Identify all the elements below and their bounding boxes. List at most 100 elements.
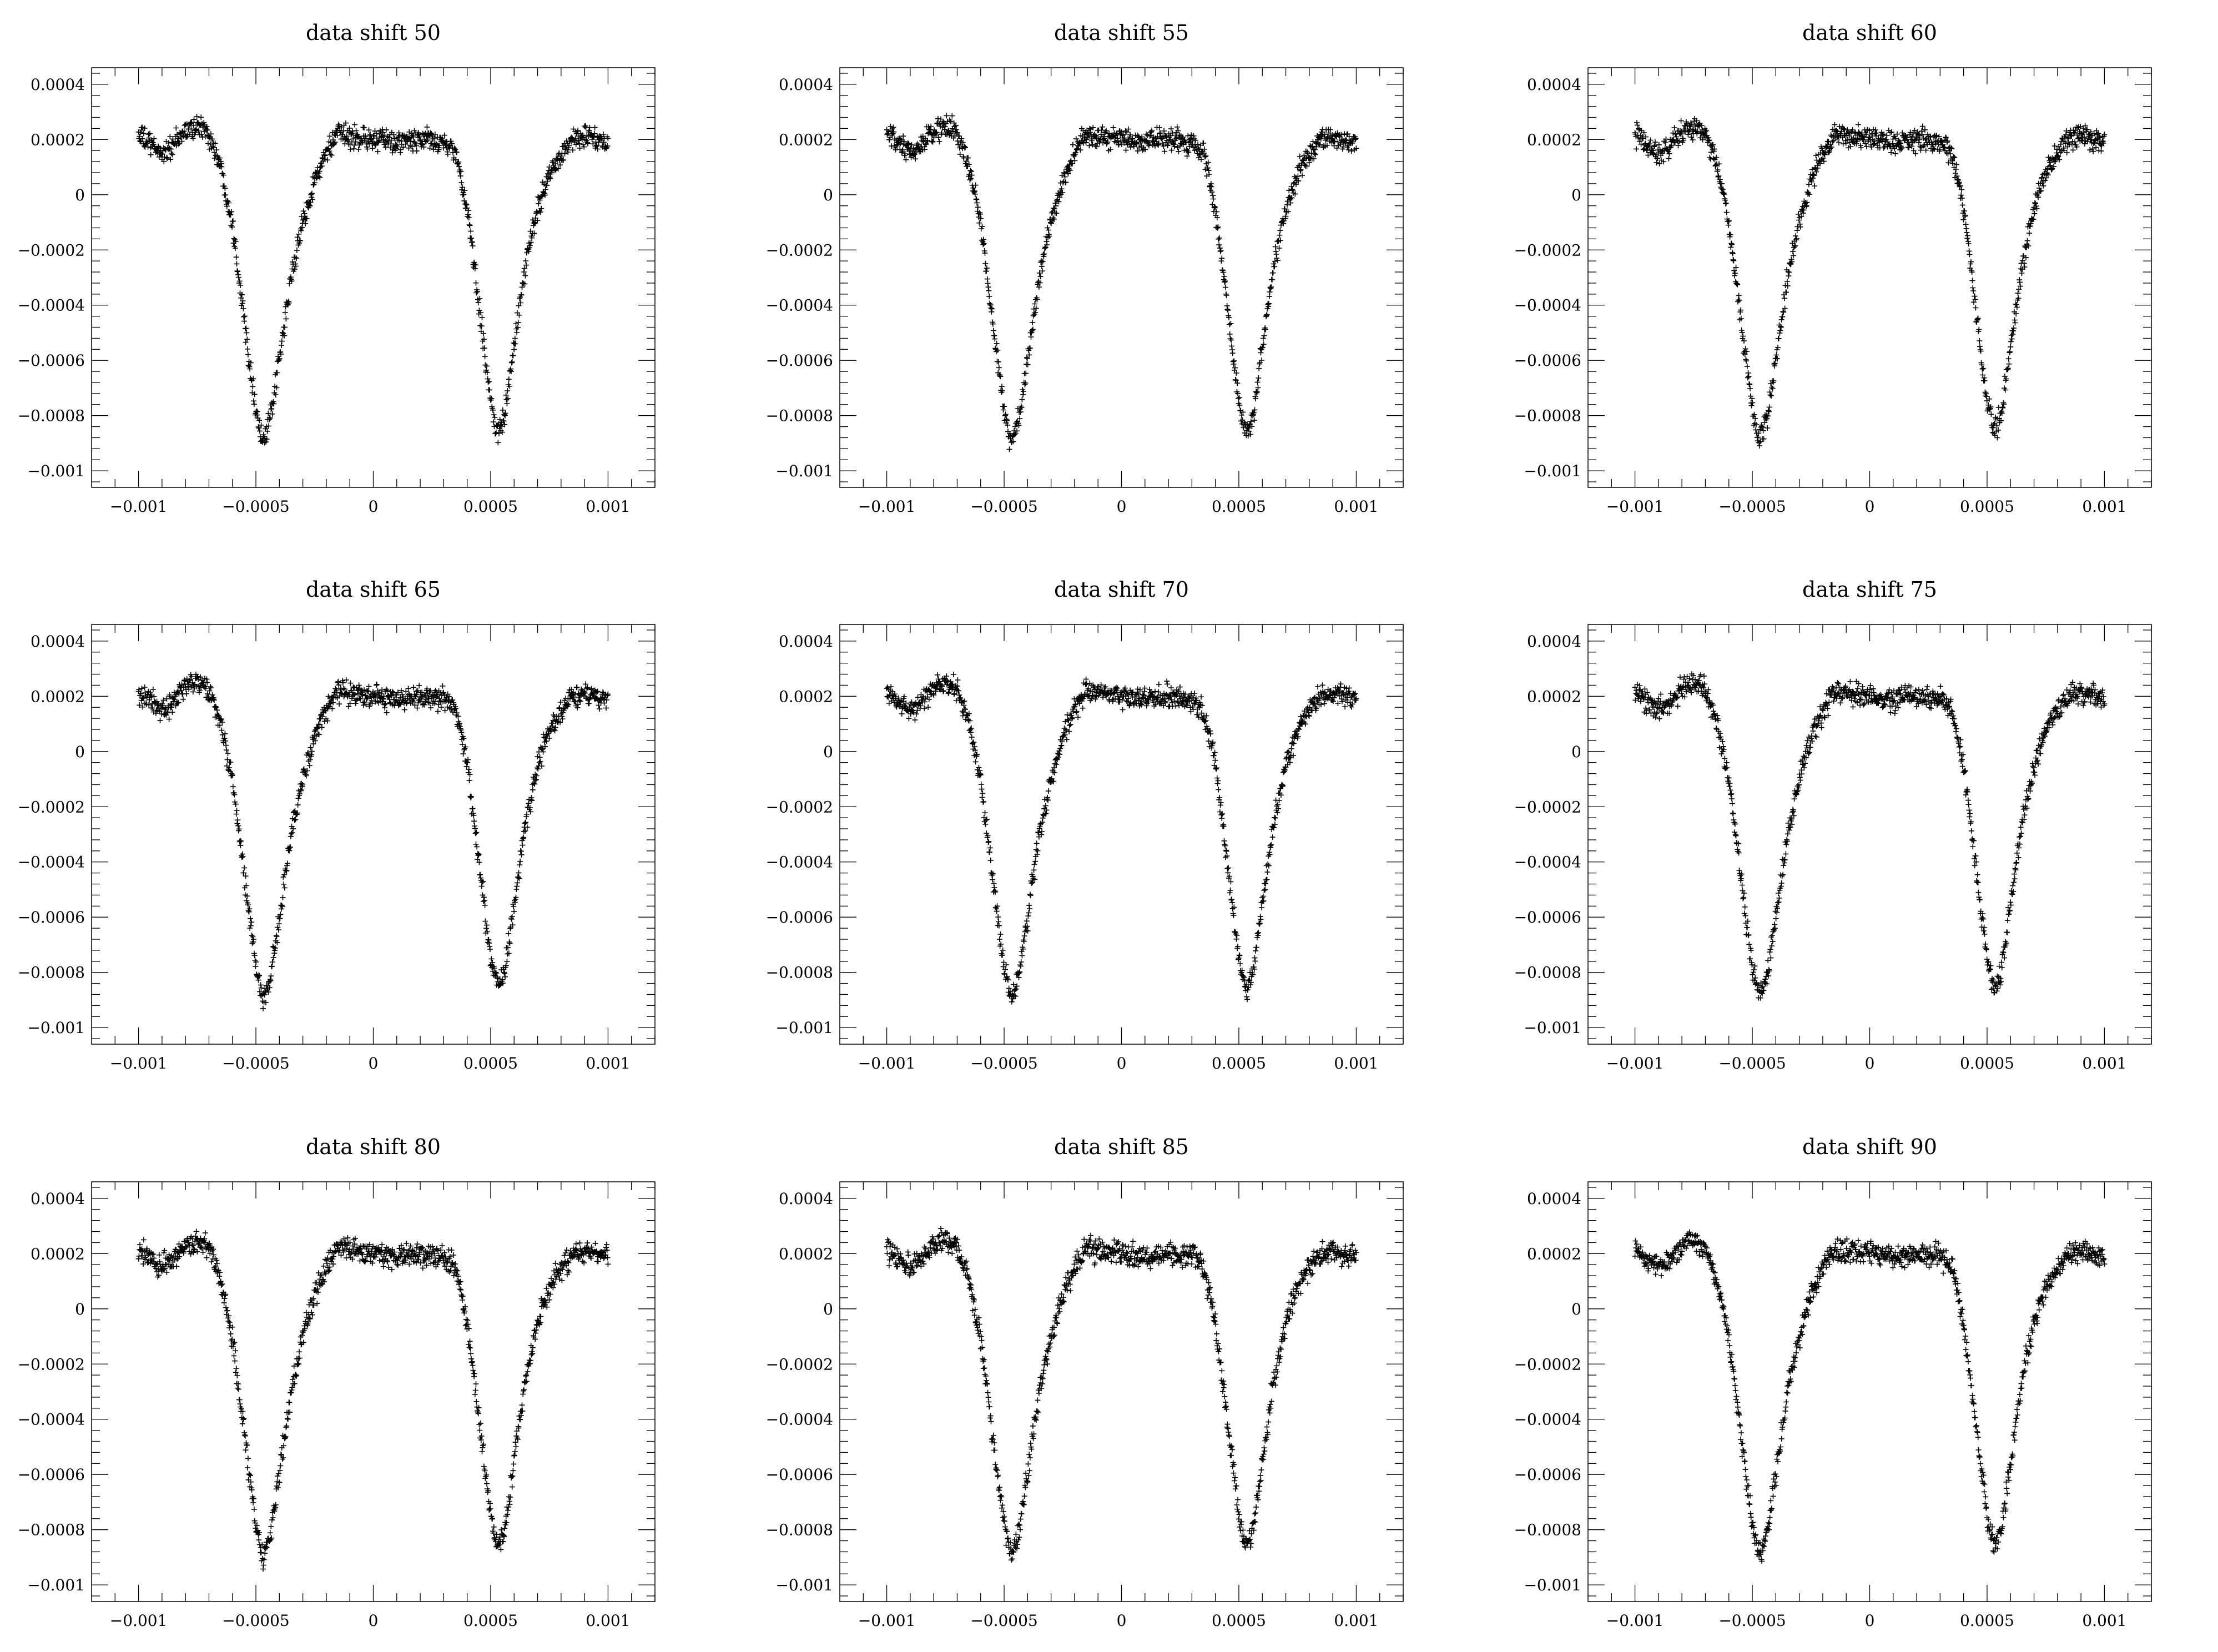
y-tick-label: 0.0004 [1527,632,1581,651]
x-tick-label: −0.0005 [222,1054,289,1072]
data-point-markers [1025,142,1077,367]
data-point-markers [276,1256,329,1485]
y-tick-label: −0.0008 [766,964,833,982]
x-tick-label: 0 [1865,497,1875,516]
panel-title: data shift 75 [1802,577,1937,602]
y-tick-label: −0.0002 [18,798,85,816]
panel-title: data shift 65 [306,577,441,602]
data-point-markers [183,114,235,230]
y-tick-label: 0.0004 [31,75,85,94]
y-tick-label: −0.0008 [18,964,85,982]
data-point-markers [1726,1332,1778,1564]
data-point-markers [931,671,984,778]
y-tick-label: −0.001 [27,462,85,480]
chart-panel-6: data shift 75 −0.001 −0.0005 0 0.0005 0.001 −0… [1514,577,2152,1072]
y-tick-label: 0.0004 [31,632,85,651]
data-point-markers [229,772,282,1011]
x-tick-label: −0.0005 [222,1611,289,1630]
data-series [135,671,611,1011]
y-tick-label: 0 [823,743,833,761]
data-point-markers [1072,1232,1125,1277]
y-tick-label: 0.0002 [1527,687,1581,706]
data-point-markers [324,120,376,163]
y-tick-label: −0.0006 [766,908,833,926]
data-point-markers [1632,1238,1685,1279]
y-tick-label: −0.0004 [1514,296,1581,315]
y-tick-label: −0.0006 [1514,1465,1581,1484]
y-tick-label: 0 [75,1300,85,1318]
data-point-markers [1307,1238,1359,1278]
data-point-markers [1307,681,1359,714]
data-point-markers [465,757,517,989]
data-point-markers [1961,1326,2014,1555]
data-point-markers [1726,218,1778,449]
x-tick-label: −0.0005 [970,1054,1037,1072]
data-point-markers [1867,1238,1919,1271]
y-tick-label: −0.0002 [18,241,85,259]
data-series [1632,115,2108,449]
y-tick-label: −0.0002 [18,1355,85,1373]
y-tick-label: −0.001 [775,1019,833,1037]
data-point-markers [276,147,329,362]
data-point-markers [558,1240,611,1283]
x-tick-label: −0.0005 [222,497,289,516]
y-tick-label: −0.0004 [18,1411,85,1429]
data-point-markers [1259,1257,1312,1463]
y-tick-label: −0.0004 [766,853,833,872]
data-series [135,1228,611,1572]
x-tick-label: 0.0005 [463,497,518,516]
data-point-markers [2008,1265,2060,1468]
data-point-markers [1914,683,1967,775]
data-point-markers [1259,704,1312,904]
y-tick-label: 0 [75,743,85,761]
y-tick-label: 0 [823,186,833,204]
y-tick-label: −0.0004 [766,1411,833,1429]
x-tick-label: 0.001 [2082,1054,2126,1072]
y-tick-label: 0.0002 [779,1245,833,1263]
x-tick-label: −0.001 [858,1054,916,1072]
data-point-markers [229,218,282,446]
data-series [884,113,1359,452]
y-tick-label: −0.0002 [766,241,833,259]
data-point-markers [1867,682,1919,716]
data-point-markers [183,671,235,779]
data-point-markers [1773,1259,1826,1488]
chart-panel-2: data shift 55 −0.001 −0.0005 0 0.0005 0.001 −0… [766,21,1404,516]
data-point-markers [135,122,188,165]
data-point-markers [2055,1238,2108,1277]
x-tick-label: −0.001 [858,1611,916,1630]
data-point-markers [1118,124,1171,154]
data-point-markers [1025,696,1077,934]
data-point-markers [465,1317,517,1553]
x-tick-label: −0.0005 [1718,1054,1786,1072]
data-point-markers [417,1242,470,1332]
x-tick-label: 0.001 [1334,1054,1378,1072]
data-point-markers [370,127,423,156]
y-tick-label: 0 [75,186,85,204]
data-point-markers [370,681,423,716]
x-tick-label: −0.001 [1606,497,1664,516]
data-point-markers [135,1237,188,1280]
y-tick-label: −0.0008 [766,1521,833,1539]
y-tick-label: 0 [1571,1300,1581,1318]
x-tick-label: 0 [1117,497,1127,516]
y-tick-label: −0.0002 [1514,1355,1581,1373]
x-tick-label: −0.001 [1606,1611,1664,1630]
data-point-markers [2008,143,2060,345]
x-tick-label: 0.0005 [463,1611,518,1630]
panel-title: data shift 60 [1802,21,1937,45]
data-point-markers [1820,1236,1873,1277]
data-point-markers [1632,118,1685,167]
data-point-markers [1025,1261,1077,1485]
data-point-markers [276,704,329,921]
data-point-markers [1072,676,1125,720]
y-tick-label: −0.0008 [766,407,833,425]
data-point-markers [1820,678,1873,721]
chart-panel-9: data shift 90 −0.001 −0.0005 0 0.0005 0.001 −0… [1514,1135,2152,1630]
data-point-markers [183,1228,235,1349]
data-series [884,1226,1359,1563]
y-tick-label: −0.0002 [1514,798,1581,816]
y-tick-label: 0.0002 [31,130,85,149]
data-point-markers [1118,1238,1171,1272]
y-tick-label: 0 [1571,186,1581,204]
